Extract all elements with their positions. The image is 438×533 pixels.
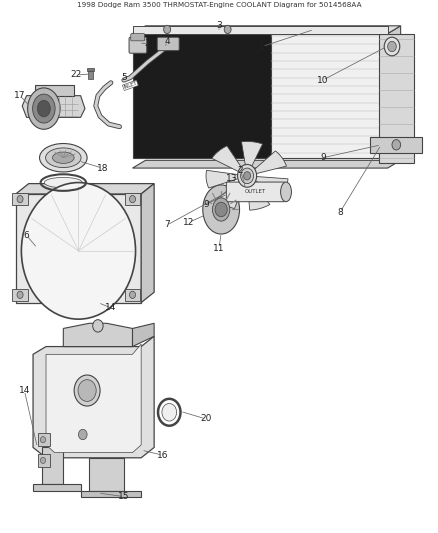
Polygon shape	[379, 34, 413, 163]
Text: 10: 10	[317, 76, 328, 85]
Ellipse shape	[203, 185, 240, 234]
Text: 18: 18	[96, 164, 108, 173]
Ellipse shape	[44, 177, 82, 188]
Ellipse shape	[212, 198, 230, 221]
Bar	[12, 289, 28, 301]
FancyBboxPatch shape	[129, 37, 147, 53]
Polygon shape	[253, 151, 286, 174]
FancyBboxPatch shape	[157, 37, 179, 51]
Circle shape	[40, 457, 46, 464]
Circle shape	[388, 42, 396, 52]
Circle shape	[244, 172, 251, 180]
Bar	[88, 70, 93, 79]
Circle shape	[164, 25, 170, 34]
Circle shape	[130, 291, 135, 298]
Text: 5: 5	[121, 73, 127, 82]
Polygon shape	[33, 336, 154, 458]
Circle shape	[17, 291, 23, 298]
Ellipse shape	[32, 94, 55, 123]
Ellipse shape	[46, 148, 81, 167]
Polygon shape	[46, 344, 141, 453]
Polygon shape	[217, 181, 244, 208]
Circle shape	[392, 140, 401, 150]
Text: INLET: INLET	[123, 80, 138, 90]
Bar	[87, 68, 94, 71]
Text: 11: 11	[213, 244, 225, 253]
Text: 8: 8	[337, 207, 343, 216]
Ellipse shape	[74, 375, 100, 406]
Ellipse shape	[162, 403, 177, 421]
Polygon shape	[133, 34, 271, 158]
Polygon shape	[141, 183, 154, 303]
Circle shape	[215, 202, 227, 217]
Polygon shape	[16, 194, 141, 303]
Polygon shape	[81, 491, 141, 497]
Circle shape	[40, 437, 46, 443]
Text: 7: 7	[164, 221, 170, 230]
Text: 21: 21	[144, 39, 155, 49]
Text: 20: 20	[200, 415, 212, 424]
Text: 16: 16	[157, 451, 169, 459]
Text: 4: 4	[164, 37, 170, 46]
Text: 1998 Dodge Ram 3500 THRMOSTAT-Engine COOLANT Diagram for 5014568AA: 1998 Dodge Ram 3500 THRMOSTAT-Engine COO…	[77, 2, 361, 7]
Ellipse shape	[281, 182, 291, 201]
Polygon shape	[133, 26, 401, 34]
Polygon shape	[206, 170, 239, 188]
Circle shape	[240, 168, 254, 183]
Polygon shape	[16, 183, 154, 194]
Ellipse shape	[53, 152, 74, 164]
Ellipse shape	[39, 143, 87, 172]
Circle shape	[78, 430, 87, 440]
FancyBboxPatch shape	[226, 182, 285, 201]
Ellipse shape	[28, 88, 60, 130]
Polygon shape	[42, 447, 64, 483]
Bar	[38, 454, 50, 466]
Circle shape	[93, 320, 103, 332]
Text: 6: 6	[24, 231, 29, 240]
Text: 9: 9	[203, 200, 209, 209]
Circle shape	[17, 196, 23, 203]
Text: 1: 1	[259, 42, 265, 51]
Circle shape	[384, 37, 400, 56]
Polygon shape	[371, 137, 422, 152]
Polygon shape	[133, 160, 401, 168]
Circle shape	[21, 183, 135, 319]
Text: 3: 3	[216, 21, 222, 30]
Polygon shape	[254, 176, 288, 196]
Polygon shape	[89, 458, 124, 491]
Text: 17: 17	[14, 91, 26, 100]
Polygon shape	[64, 324, 133, 346]
Circle shape	[130, 196, 135, 203]
Text: 2: 2	[238, 166, 244, 175]
Ellipse shape	[78, 379, 96, 401]
Bar	[125, 193, 140, 205]
Polygon shape	[33, 483, 81, 491]
Circle shape	[237, 165, 257, 187]
Text: 14: 14	[105, 303, 117, 312]
Polygon shape	[212, 146, 243, 172]
Text: 15: 15	[118, 492, 130, 501]
Polygon shape	[247, 182, 270, 210]
Polygon shape	[241, 141, 263, 169]
Bar	[12, 193, 28, 205]
Polygon shape	[22, 95, 85, 117]
Text: 12: 12	[183, 218, 194, 227]
FancyBboxPatch shape	[131, 34, 145, 41]
Bar	[38, 433, 50, 446]
Text: 13: 13	[226, 174, 238, 183]
Circle shape	[224, 25, 231, 34]
Text: OUTLET: OUTLET	[245, 189, 266, 195]
Polygon shape	[35, 85, 74, 95]
Text: 9: 9	[320, 153, 326, 162]
Text: 22: 22	[71, 70, 82, 79]
Text: 14: 14	[19, 386, 30, 395]
Polygon shape	[133, 324, 154, 346]
Polygon shape	[133, 26, 388, 34]
Bar	[125, 289, 140, 301]
Ellipse shape	[37, 100, 50, 117]
Polygon shape	[388, 26, 401, 158]
Polygon shape	[271, 34, 388, 158]
